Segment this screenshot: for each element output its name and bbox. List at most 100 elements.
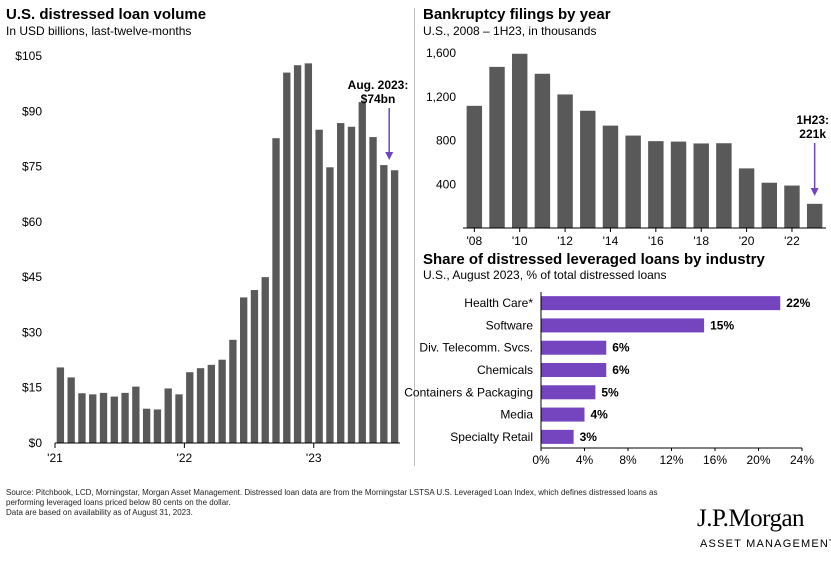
chart3-bar	[541, 363, 607, 377]
chart3-category-label: Div. Telecomm. Svcs.	[419, 341, 533, 355]
jpmorgan-logo: J.P.Morgan	[697, 505, 805, 532]
chart2-bar	[670, 141, 687, 228]
chart1-ytick-label: $90	[22, 104, 42, 118]
chart3-bar	[541, 429, 574, 444]
chart1-bar	[272, 138, 280, 444]
chart3-bar	[541, 296, 781, 311]
chart1-bar	[304, 63, 313, 443]
chart2-bar	[738, 168, 755, 228]
chart2-ytick-label: 800	[436, 134, 456, 148]
chart3-subtitle: U.S., August 2023, % of total distressed…	[423, 268, 667, 282]
chart3-value-label: 5%	[601, 385, 619, 399]
chart1-ytick-label: $75	[22, 160, 42, 174]
chart2-bar	[557, 94, 573, 228]
chart2-xtick-label: '18	[693, 234, 709, 248]
chart3-xtick-label: 24%	[790, 453, 814, 467]
chart2-annotation-line1: 1H23:	[796, 113, 829, 127]
chart1-annotation-arrowhead	[385, 152, 394, 160]
chart3-value-label: 4%	[591, 408, 609, 422]
jpmorgan-logo-subtitle: ASSET MANAGEMENT	[700, 538, 831, 550]
chart2-annotation-arrowhead	[810, 188, 819, 196]
chart1-bar	[207, 364, 215, 443]
chart3-value-label: 22%	[786, 296, 810, 310]
chart1-bar	[315, 129, 323, 443]
chart1-bar	[196, 368, 205, 443]
chart2-bar	[466, 105, 483, 228]
chart2-xtick-label: '14	[603, 234, 619, 248]
chart2-bar	[534, 73, 551, 228]
chart2-bar	[489, 66, 505, 228]
chart2-bar	[512, 53, 528, 228]
chart1-xtick-label: '23	[306, 451, 322, 465]
chart2-bar	[716, 143, 732, 228]
chart3-xtick-label: 8%	[619, 453, 637, 467]
chart3-xtick-label: 20%	[746, 453, 770, 467]
chart1-ytick-label: $0	[29, 436, 43, 450]
chart3-xtick-label: 16%	[703, 453, 727, 467]
chart3-category-label: Software	[486, 318, 534, 332]
chart1-bar	[56, 367, 65, 443]
chart1-bar	[175, 394, 183, 443]
chart1-bar	[164, 388, 172, 443]
chart3-category-label: Specialty Retail	[450, 430, 533, 444]
chart2-bar	[693, 143, 709, 228]
chart2-ytick-label: 400	[436, 177, 456, 191]
chart1-title: U.S. distressed loan volume	[6, 6, 207, 23]
chart1-bar	[218, 359, 226, 443]
chart1-bar	[240, 297, 248, 443]
chart1-bar	[89, 394, 97, 443]
chart2-bar	[580, 110, 596, 228]
chart1-annotation-line2: $74bn	[361, 92, 396, 106]
chart1-ytick-label: $105	[15, 49, 42, 63]
chart1-bar	[326, 167, 334, 443]
chart1-bar	[337, 123, 345, 443]
chart1-ytick-label: $60	[22, 215, 42, 229]
chart2-ytick-label: 1,600	[426, 46, 456, 60]
chart1-bar	[153, 409, 162, 443]
chart1-bar	[380, 165, 388, 443]
chart2-xtick-label: '16	[648, 234, 664, 248]
chart3-value-label: 6%	[612, 363, 630, 377]
chart2-bar	[784, 185, 800, 228]
chart2-bar	[602, 125, 619, 228]
chart2-subtitle: U.S., 2008 – 1H23, in thousands	[423, 24, 597, 38]
chart3-bar	[541, 340, 607, 355]
chart1-bar	[229, 339, 237, 443]
chart3-category-label: Media	[500, 408, 533, 422]
chart1-ytick-label: $15	[22, 381, 42, 395]
chart1-bar	[67, 377, 75, 443]
chart1-xtick-label: '22	[177, 451, 193, 465]
chart1-ytick-label: $30	[22, 325, 42, 339]
chart3-xtick-label: 4%	[576, 453, 594, 467]
chart1-bar	[347, 126, 356, 443]
chart3-bar	[541, 318, 705, 333]
chart3-xtick-label: 12%	[659, 453, 683, 467]
chart1-bar	[358, 102, 366, 444]
chart1-subtitle: In USD billions, last-twelve-months	[6, 24, 192, 38]
chart1-bar	[99, 392, 108, 443]
chart1-xtick-label: '21	[47, 451, 63, 465]
chart2-bar	[806, 203, 823, 228]
chart2-title: Bankruptcy filings by year	[423, 6, 611, 23]
source-footnote-line3: Data are based on availability as of Aug…	[6, 508, 193, 517]
chart3-xtick-label: 0%	[532, 453, 550, 467]
chart1-bar	[132, 386, 140, 443]
chart3-bar	[541, 385, 596, 400]
chart1-bar	[250, 290, 259, 443]
chart1-bar	[261, 277, 269, 443]
chart3-value-label: 6%	[612, 341, 630, 355]
source-footnote-line1: Source: Pitchbook, LCD, Morningstar, Mor…	[6, 488, 658, 497]
chart1-bar	[110, 396, 118, 443]
chart3-bar	[541, 407, 585, 422]
chart3-value-label: 15%	[710, 318, 734, 332]
chart2-ytick-label: 1,200	[426, 90, 456, 104]
chart3-category-label: Chemicals	[477, 363, 533, 377]
chart3-category-label: Containers & Packaging	[404, 385, 533, 399]
panel-divider	[414, 8, 415, 466]
chart3-value-label: 3%	[580, 430, 598, 444]
chart1-ytick-label: $45	[22, 270, 42, 284]
chart1-bar	[283, 72, 291, 443]
chart3-category-label: Health Care*	[464, 296, 533, 310]
chart2-bar	[625, 135, 641, 228]
